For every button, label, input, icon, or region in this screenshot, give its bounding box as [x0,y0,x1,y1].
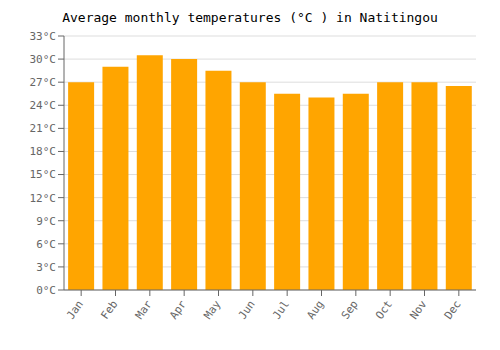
svg-text:0°C: 0°C [36,284,56,297]
svg-text:30°C: 30°C [30,53,57,66]
svg-text:18°C: 18°C [30,145,57,158]
svg-text:15°C: 15°C [30,168,57,181]
svg-text:6°C: 6°C [36,238,56,251]
svg-text:Jun: Jun [236,298,258,322]
svg-text:May: May [201,298,223,322]
svg-text:3°C: 3°C [36,261,56,274]
svg-text:24°C: 24°C [30,99,57,112]
svg-text:Apr: Apr [167,298,189,322]
svg-text:Jul: Jul [270,298,292,322]
svg-text:Oct: Oct [373,298,395,322]
svg-text:21°C: 21°C [30,122,57,135]
svg-text:27°C: 27°C [30,76,57,89]
svg-text:12°C: 12°C [30,192,57,205]
svg-text:Mar: Mar [133,298,155,322]
svg-text:Dec: Dec [442,298,464,322]
svg-text:Jan: Jan [64,298,86,322]
svg-text:9°C: 9°C [36,215,56,228]
svg-text:Sep: Sep [339,298,361,322]
svg-text:Aug: Aug [304,298,326,322]
svg-text:Feb: Feb [98,298,120,322]
svg-text:33°C: 33°C [30,30,57,43]
svg-text:Nov: Nov [407,298,429,322]
html-text:Average monthly temperatures (: Average monthly temperatures (°C ) in Na… [62,10,438,25]
